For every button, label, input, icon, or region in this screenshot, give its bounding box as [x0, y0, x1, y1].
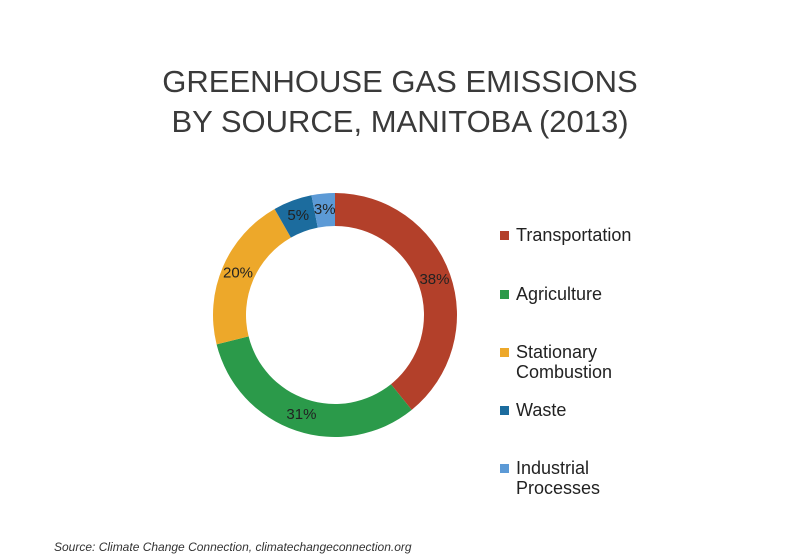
donut-segment — [335, 193, 457, 410]
legend-item: Transportation — [500, 225, 650, 245]
legend-item: Waste — [500, 400, 650, 420]
data-label: 5% — [287, 207, 309, 224]
legend-swatch — [500, 290, 509, 299]
legend-item: Agriculture — [500, 284, 650, 304]
data-label: 31% — [286, 406, 316, 423]
donut-segment — [311, 193, 335, 228]
legend-label: Industrial Processes — [516, 458, 601, 498]
chart-title: GREENHOUSE GAS EMISSIONS BY SOURCE, MANI… — [0, 62, 800, 142]
legend-item: Industrial Processes — [500, 458, 650, 498]
donut-segment — [216, 336, 412, 437]
data-label: 20% — [223, 264, 253, 281]
title-line: GREENHOUSE GAS EMISSIONS — [162, 64, 638, 99]
legend-label: Transportation — [516, 225, 632, 245]
donut-segment — [274, 195, 318, 238]
legend-item: Stationary Combustion — [500, 342, 650, 382]
donut-segment — [212, 209, 291, 345]
data-label: 3% — [314, 201, 336, 218]
legend-label: Waste — [516, 400, 567, 420]
legend-label: Agriculture — [516, 284, 603, 304]
legend-swatch — [500, 464, 509, 473]
source-note: Source: Climate Change Connection, clima… — [54, 540, 412, 554]
legend-swatch — [500, 348, 509, 357]
title-line: BY SOURCE, MANITOBA (2013) — [171, 104, 629, 139]
legend-swatch — [500, 231, 509, 240]
legend-label: Stationary Combustion — [516, 342, 613, 382]
legend-swatch — [500, 406, 509, 415]
data-label: 38% — [419, 271, 449, 288]
